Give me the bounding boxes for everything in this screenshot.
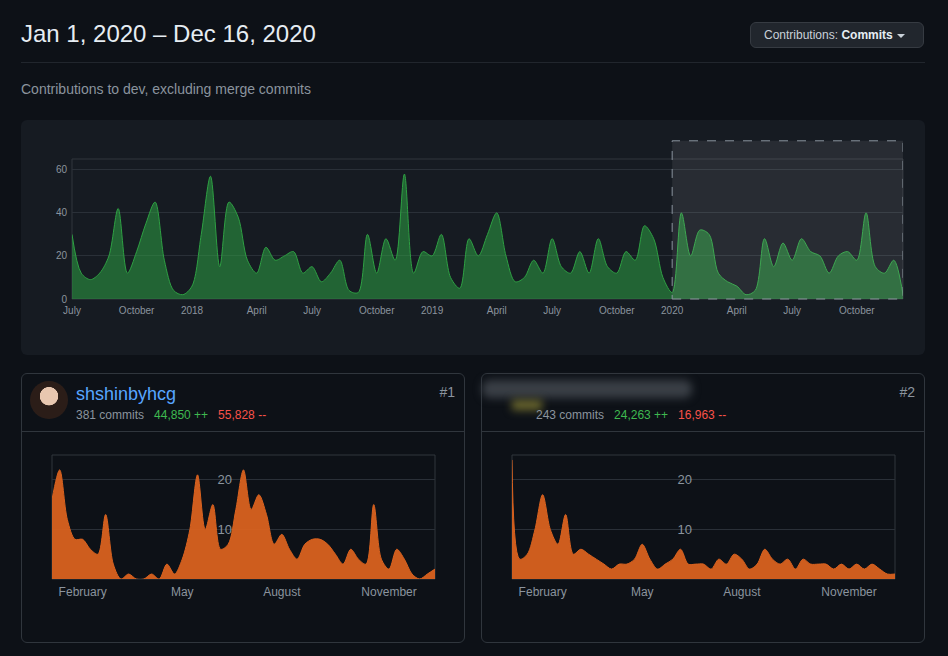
- svg-text:November: November: [361, 585, 416, 599]
- svg-text:February: February: [519, 585, 567, 599]
- svg-text:October: October: [359, 305, 395, 316]
- svg-text:July: July: [303, 305, 321, 316]
- svg-text:April: April: [487, 305, 507, 316]
- svg-text:20: 20: [678, 472, 692, 487]
- html-text:shshinbyhcg: shshinbyhcg: [76, 384, 177, 404]
- html-text:Contributions to dev, excludin: Contributions to dev, excluding merge co…: [21, 81, 311, 97]
- html-text:#2: #2: [899, 384, 915, 400]
- svg-text:August: August: [263, 585, 301, 599]
- svg-text:10: 10: [678, 522, 692, 537]
- svg-text:60: 60: [56, 164, 68, 175]
- svg-text:October: October: [119, 305, 155, 316]
- svg-text:October: October: [839, 305, 875, 316]
- html-text:16,963 --: 16,963 --: [678, 408, 727, 422]
- svg-text:April: April: [247, 305, 267, 316]
- html-text:55,828 --: 55,828 --: [218, 408, 267, 422]
- svg-text:October: October: [599, 305, 635, 316]
- svg-text:November: November: [821, 585, 876, 599]
- svg-text:July: July: [63, 305, 81, 316]
- svg-text:August: August: [723, 585, 761, 599]
- svg-text:0: 0: [61, 294, 67, 305]
- svg-text:April: April: [727, 305, 747, 316]
- html-text:24,263 ++: 24,263 ++: [614, 408, 669, 422]
- svg-text:2019: 2019: [421, 305, 444, 316]
- svg-text:10: 10: [218, 522, 232, 537]
- html-text:44,850 ++: 44,850 ++: [154, 408, 209, 422]
- svg-text:20: 20: [56, 250, 68, 261]
- html-text:#1: #1: [439, 384, 455, 400]
- svg-text:20: 20: [218, 472, 232, 487]
- svg-text:40: 40: [56, 207, 68, 218]
- html-text:Jan 1, 2020 – Dec 16, 2020: Jan 1, 2020 – Dec 16, 2020: [21, 20, 316, 47]
- svg-text:May: May: [631, 585, 654, 599]
- html-text:381 commits: 381 commits: [76, 408, 144, 422]
- svg-text:2020: 2020: [661, 305, 684, 316]
- svg-text:July: July: [543, 305, 561, 316]
- svg-text:July: July: [783, 305, 801, 316]
- html-text:Contributions: Commits: Contributions: Commits: [764, 28, 893, 42]
- svg-text:May: May: [171, 585, 194, 599]
- svg-text:2018: 2018: [181, 305, 204, 316]
- svg-text:February: February: [59, 585, 107, 599]
- html-text:243 commits: 243 commits: [536, 408, 604, 422]
